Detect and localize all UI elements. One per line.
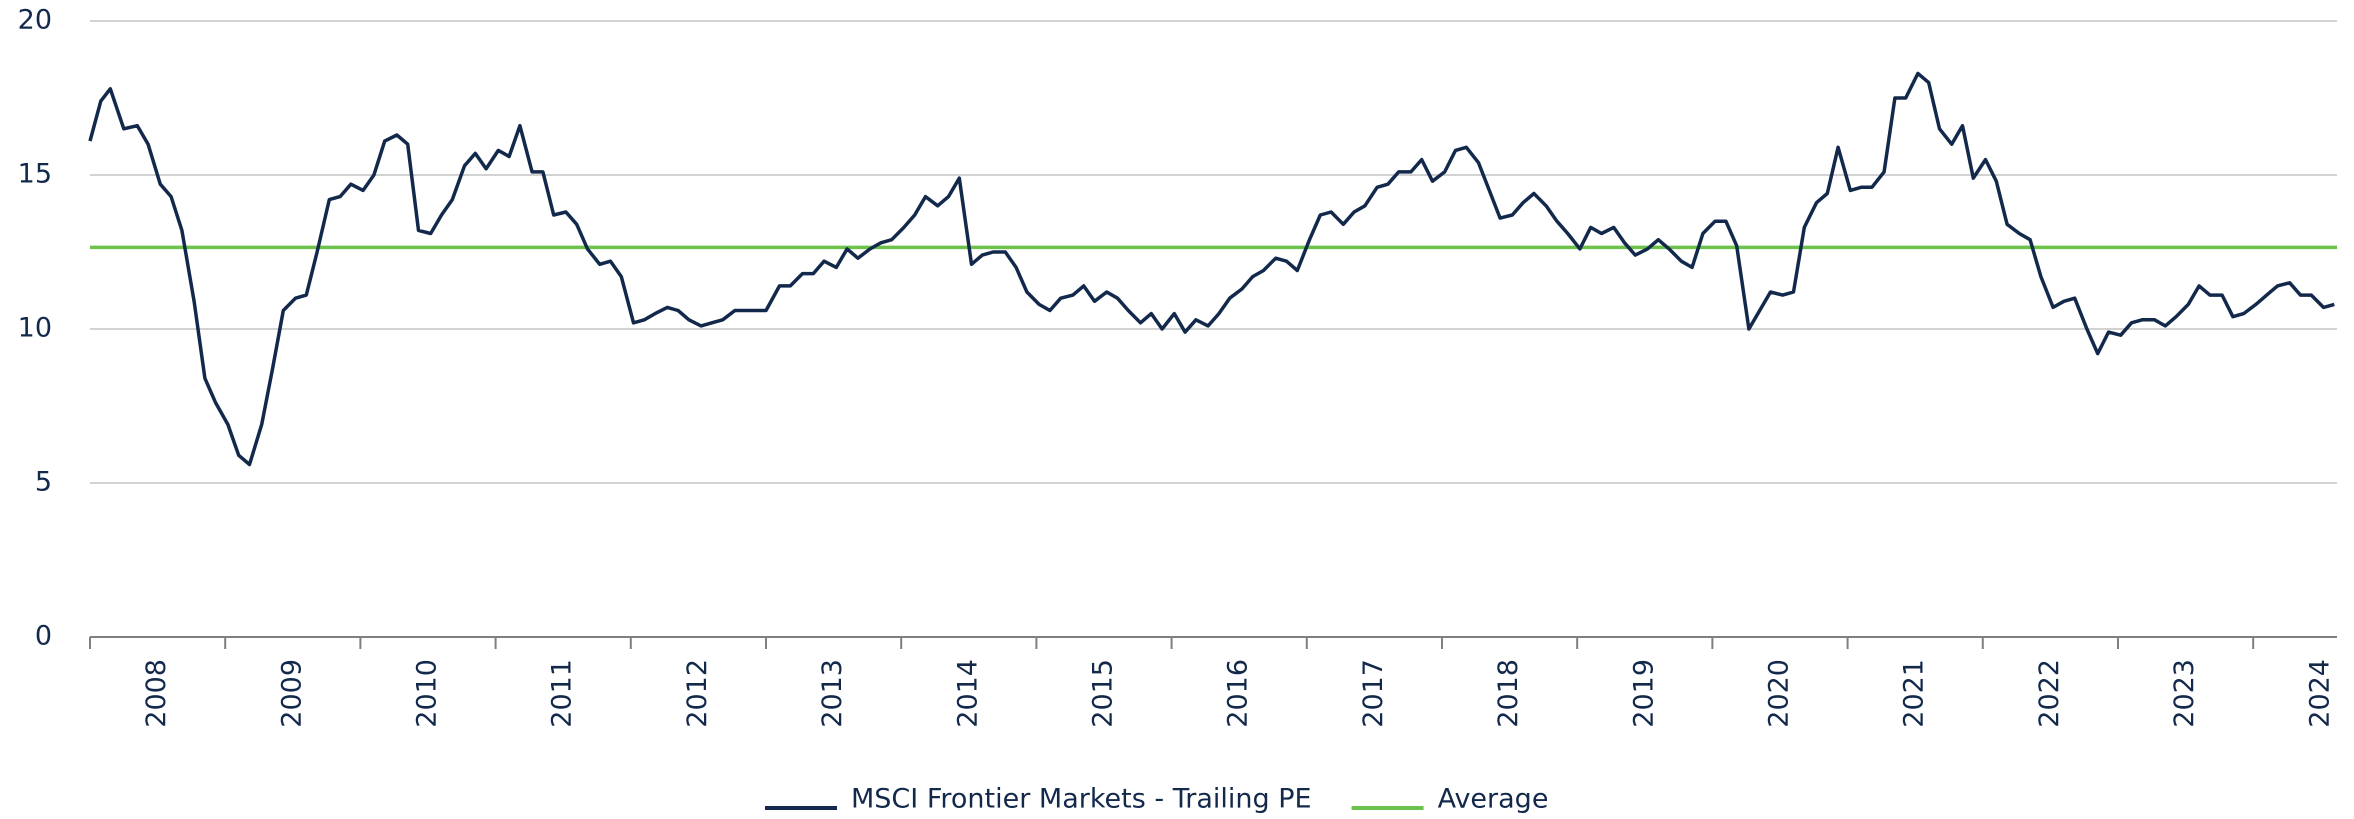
y-tick-label: 15	[18, 159, 52, 190]
x-tick-label: 2011	[547, 659, 578, 728]
y-tick-label: 0	[35, 621, 52, 652]
x-tick-label: 2024	[2304, 659, 2335, 728]
y-tick-label: 5	[35, 467, 52, 498]
x-tick-label: 2008	[141, 659, 172, 728]
x-tick-label: 2009	[276, 659, 307, 728]
y-tick-label: 20	[18, 5, 52, 36]
x-tick-label: 2019	[1628, 659, 1659, 728]
x-tick-label: 2010	[411, 659, 442, 728]
x-tick-label: 2021	[1899, 659, 1930, 728]
series-line	[88, 71, 2335, 467]
y-tick-label: 10	[18, 313, 52, 344]
x-tick-label: 2020	[1763, 659, 1794, 728]
x-tick-label: 2012	[682, 659, 713, 728]
x-tick-label: 2015	[1087, 659, 1118, 728]
legend-label: MSCI Frontier Markets - Trailing PE	[851, 784, 1312, 815]
x-tick-label: 2023	[2169, 659, 2200, 728]
x-tick-label: 2022	[2034, 659, 2065, 728]
x-tick-label: 2014	[952, 659, 983, 728]
legend-label: Average	[1438, 784, 1549, 815]
x-tick-label: 2016	[1223, 659, 1254, 728]
x-tick-label: 2018	[1493, 659, 1524, 728]
x-tick-label: 2017	[1358, 659, 1389, 728]
x-tick-label: 2013	[817, 659, 848, 728]
